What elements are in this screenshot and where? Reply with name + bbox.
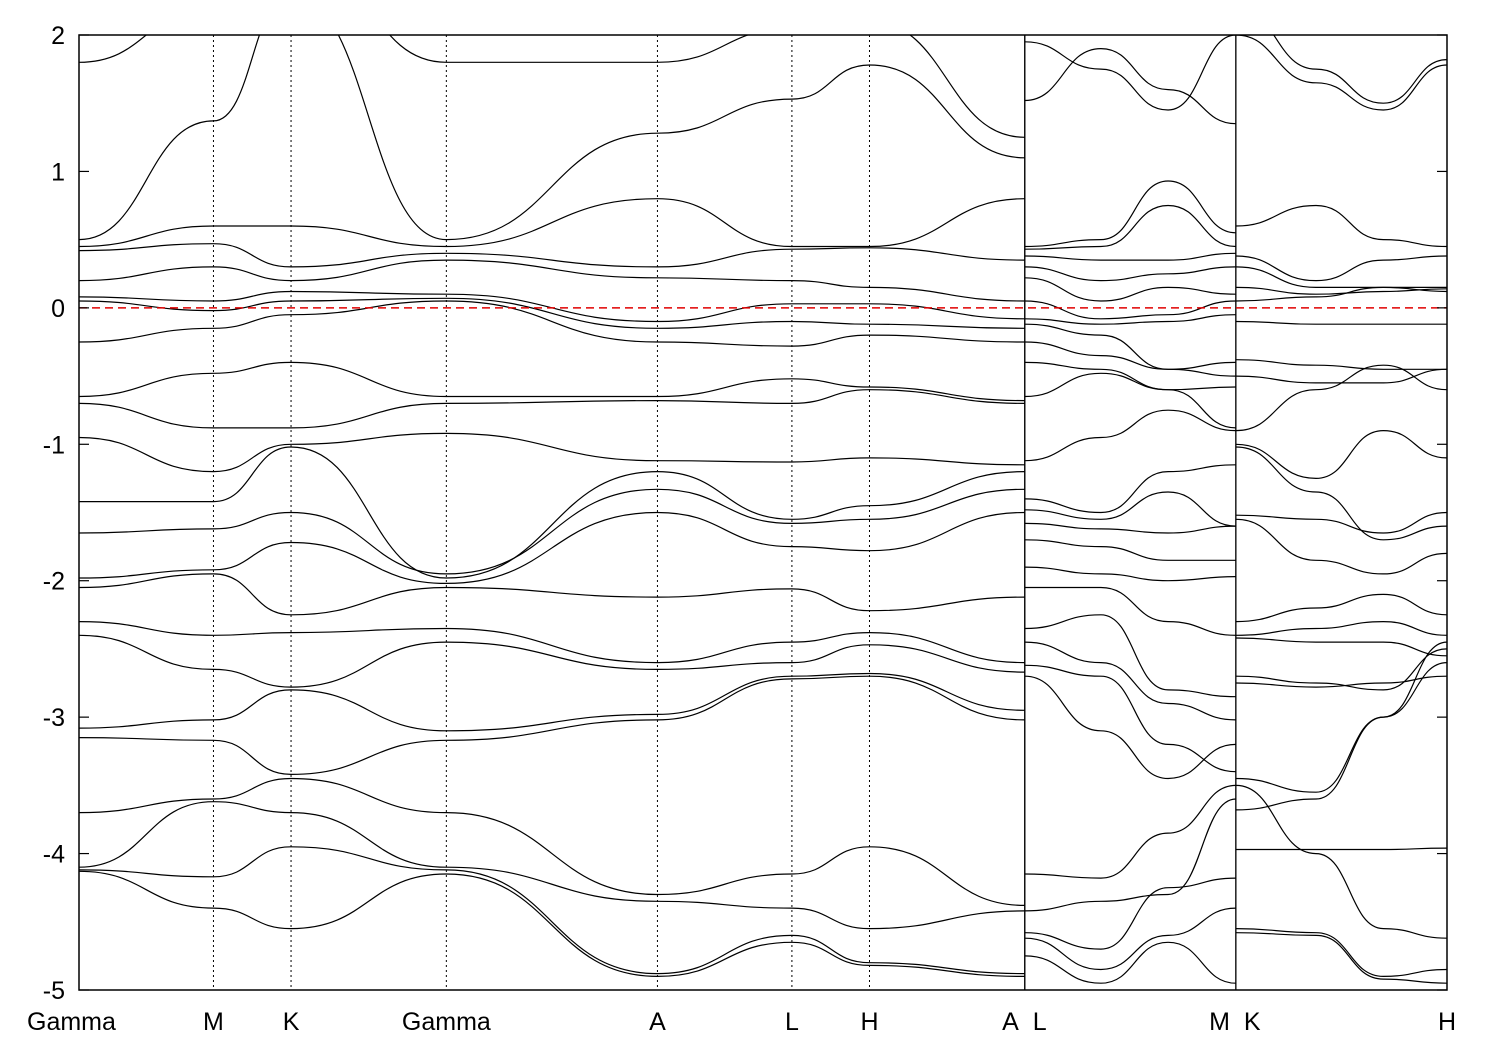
band-line: [1235, 637, 1447, 657]
y-tick-label: 2: [51, 22, 65, 50]
band-line: [1235, 35, 1447, 111]
band-line: [1024, 361, 1236, 391]
k-point-label: L: [785, 1008, 799, 1036]
band-line: [1235, 364, 1447, 432]
band-line: [1024, 798, 1236, 912]
band-line: [1024, 464, 1236, 514]
y-tick-label: -2: [43, 568, 65, 596]
band-line: [1235, 932, 1447, 984]
band-line: [1235, 359, 1447, 370]
band-line: [1024, 907, 1236, 971]
band-line: [79, 290, 1025, 323]
k-point-label: K: [283, 1008, 300, 1036]
k-point-label: Gamma: [402, 1008, 491, 1036]
band-line: [79, 389, 1025, 429]
band-line: [1024, 522, 1236, 534]
band-line: [1024, 675, 1236, 780]
band-line: [79, 35, 1025, 138]
band-line: [1024, 566, 1236, 582]
band-line: [79, 446, 1025, 579]
band-line: [79, 634, 1025, 688]
band-line: [79, 297, 1025, 329]
band-line: [79, 573, 1025, 616]
band-line: [79, 621, 1025, 664]
band-line: [1235, 641, 1447, 811]
y-tick-label: 0: [51, 295, 65, 323]
k-point-label: M: [203, 1008, 224, 1036]
band-line: [1235, 662, 1447, 793]
band-line: [79, 432, 1025, 473]
k-point-label: M: [1209, 1008, 1230, 1036]
band-line: [79, 361, 1025, 402]
y-tick-label: -1: [43, 431, 65, 459]
band-line: [1024, 252, 1236, 261]
band-line: [1235, 286, 1447, 302]
band-line: [1024, 323, 1236, 370]
band-line: [79, 300, 1025, 347]
band-line: [1235, 320, 1447, 325]
band-line: [1235, 784, 1447, 939]
band-line: [1024, 180, 1236, 248]
y-tick-label: -5: [43, 977, 65, 1005]
band-line: [79, 846, 1025, 975]
band-line: [1024, 539, 1236, 561]
band-line: [1235, 928, 1447, 978]
band-line: [1024, 586, 1236, 636]
band-line: [1024, 372, 1236, 429]
band-lines: [79, 35, 1447, 984]
band-line: [1024, 47, 1236, 125]
band-line: [1024, 277, 1236, 302]
band-line: [1273, 35, 1447, 104]
band-line: [1235, 511, 1447, 534]
band-line: [1235, 518, 1447, 575]
k-point-label: H: [1438, 1008, 1456, 1036]
band-line: [1024, 941, 1236, 984]
band-line: [1024, 664, 1236, 773]
band-line: [1235, 255, 1447, 282]
y-tick-label: -4: [43, 841, 65, 869]
band-line: [1024, 409, 1236, 462]
band-line: [1235, 204, 1447, 248]
band-line: [1235, 446, 1447, 541]
band-line: [1024, 204, 1236, 250]
band-line: [1235, 266, 1447, 289]
band-line: [79, 672, 1025, 732]
band-line: [79, 511, 1025, 585]
band-line: [1235, 675, 1447, 688]
k-point-label: A: [1002, 1008, 1019, 1036]
band-line: [1235, 429, 1447, 480]
k-point-label: H: [860, 1008, 878, 1036]
k-point-labels: Gamma M K Gamma A L H A L M K H: [27, 1008, 1456, 1036]
k-point-label: A: [649, 1008, 666, 1036]
band-line: [1235, 847, 1447, 851]
k-point-label: K: [1244, 1008, 1261, 1036]
band-line: [1024, 266, 1236, 282]
band-line: [1024, 491, 1236, 527]
y-tick-label: -3: [43, 704, 65, 732]
band-line: [79, 488, 1025, 575]
band-line: [1235, 593, 1447, 623]
high-symmetry-lines: [212, 35, 1237, 990]
plot-frame: [78, 34, 1448, 991]
band-line: [1024, 341, 1236, 377]
band-line: [1024, 35, 1236, 111]
k-point-label: Gamma: [27, 1008, 116, 1036]
band-line: [79, 870, 1025, 978]
band-line: [1024, 877, 1236, 950]
band-line: [1235, 620, 1447, 636]
band-line: [1024, 784, 1236, 879]
y-tick-label: 1: [51, 158, 65, 186]
band-line: [79, 35, 1025, 241]
band-line: [1024, 641, 1236, 721]
band-line: [1235, 648, 1447, 691]
band-line: [1024, 614, 1236, 698]
band-line: [79, 243, 1025, 268]
band-line: [1024, 314, 1236, 325]
band-line: [79, 259, 1025, 302]
k-point-label: L: [1033, 1008, 1047, 1036]
y-axis-ticks: 2 1 0 -1 -2 -3 -4 -5: [43, 22, 1447, 1005]
